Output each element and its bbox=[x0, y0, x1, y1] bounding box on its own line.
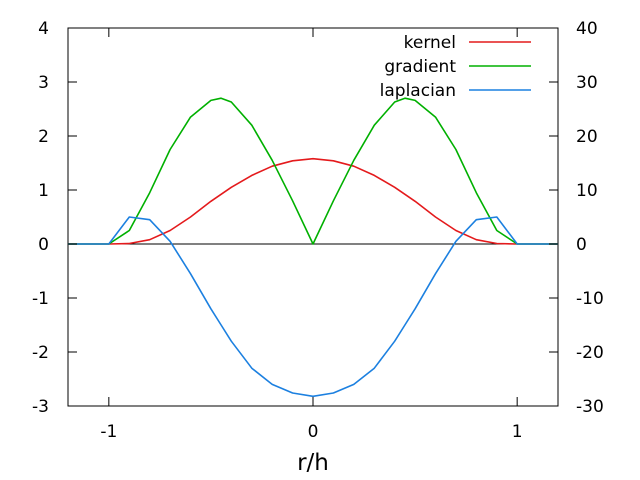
series-line-gradient bbox=[68, 97, 558, 245]
y-tick-label: 0 bbox=[38, 235, 49, 255]
y-tick-label: -2 bbox=[32, 343, 49, 363]
y-tick-label: -1 bbox=[32, 289, 49, 309]
y-tick-label: -3 bbox=[32, 397, 49, 417]
y-tick-label: 3 bbox=[38, 73, 49, 93]
legend-label-gradient: gradient bbox=[384, 57, 456, 77]
ticks-layer bbox=[68, 27, 558, 407]
x-tick-label: -1 bbox=[100, 422, 117, 442]
y2-tick-label: 10 bbox=[576, 181, 598, 201]
y2-tick-label: 30 bbox=[576, 73, 598, 93]
x-axis-title: r/h bbox=[297, 450, 329, 476]
y2-tick-label: 40 bbox=[576, 19, 598, 39]
y2-tick-label: -30 bbox=[576, 397, 604, 417]
y2-tick-label: 20 bbox=[576, 127, 598, 147]
y2-tick-label: -10 bbox=[576, 289, 604, 309]
y-tick-label: 1 bbox=[38, 181, 49, 201]
x-tick-label: 1 bbox=[512, 422, 523, 442]
series-line-kernel bbox=[68, 157, 558, 245]
legend-label-kernel: kernel bbox=[404, 33, 456, 53]
y2-tick-label: -20 bbox=[576, 343, 604, 363]
x-tick-label: 0 bbox=[308, 422, 319, 442]
y2-tick-label: 0 bbox=[576, 235, 587, 255]
y-tick-label: 2 bbox=[38, 127, 49, 147]
plot-frame bbox=[67, 27, 559, 407]
series-layer bbox=[68, 97, 558, 398]
y-tick-label: 4 bbox=[38, 19, 49, 39]
legend: kernel gradient laplacian bbox=[380, 33, 531, 101]
series-line-laplacian bbox=[68, 216, 558, 398]
legend-label-laplacian: laplacian bbox=[380, 81, 456, 101]
